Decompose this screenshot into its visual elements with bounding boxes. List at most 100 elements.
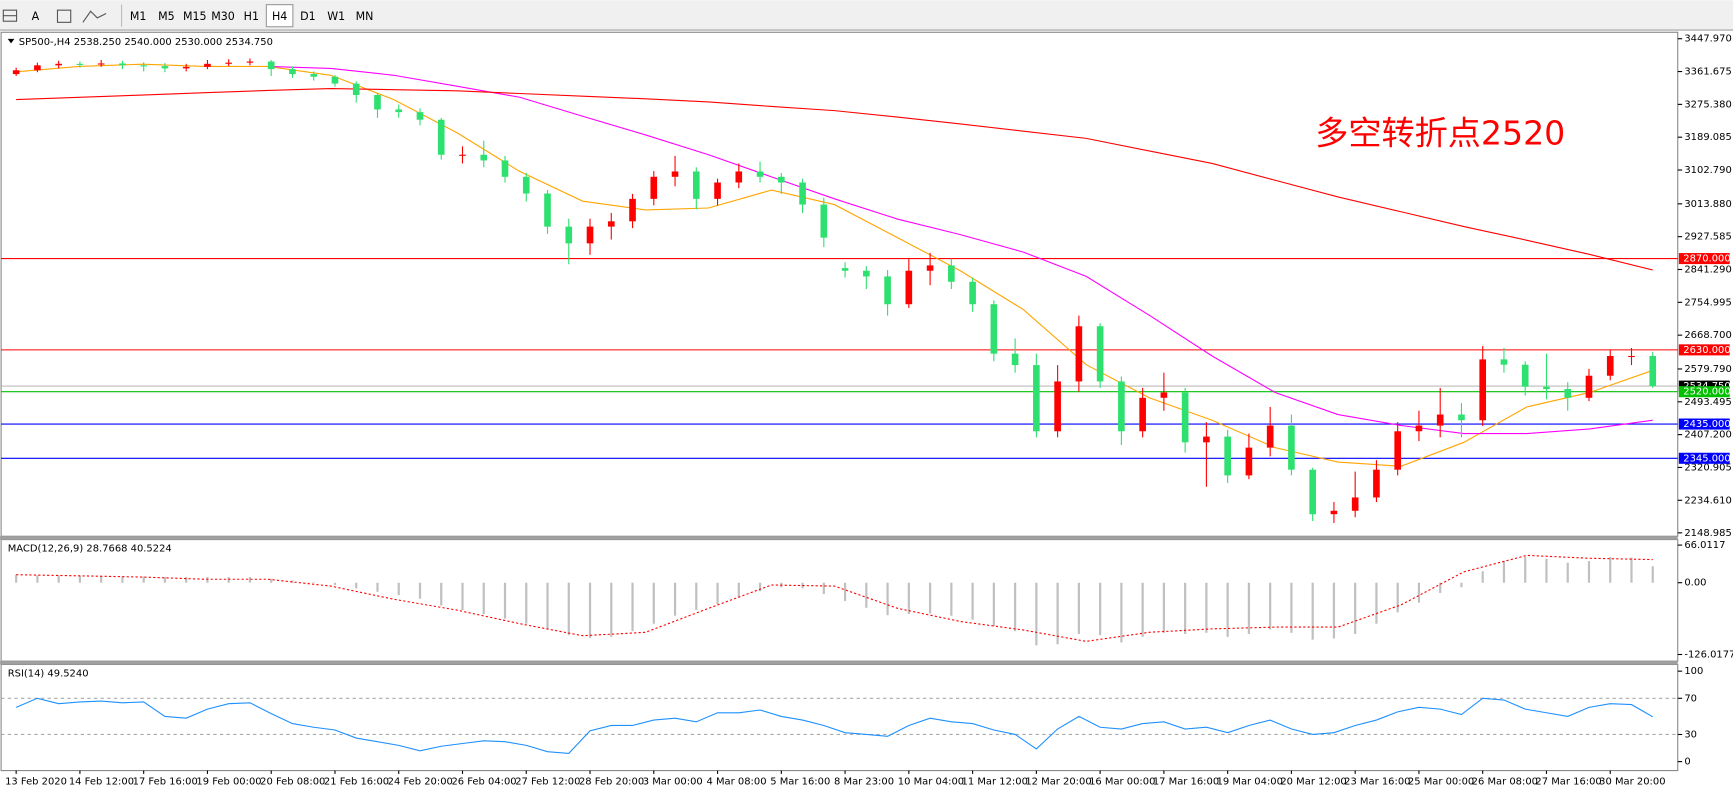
macd-bar: [695, 582, 698, 611]
macd-bar: [142, 576, 145, 583]
level-label-box: [1678, 344, 1730, 356]
timeframe-button[interactable]: H1: [244, 10, 259, 23]
macd-bar: [928, 582, 932, 614]
candle-body: [437, 119, 445, 155]
candle-body: [1139, 397, 1146, 432]
pane-triangle: [7, 38, 15, 44]
candle-body: [1075, 326, 1083, 382]
timeframe-button[interactable]: H4: [272, 10, 287, 23]
candle-body: [1309, 469, 1316, 515]
main-pane: [0, 31, 1679, 537]
macd-bar: [312, 582, 315, 583]
icon-text: [56, 9, 72, 23]
macd-bar: [1417, 582, 1421, 603]
candle-body: [1564, 389, 1572, 398]
toolbar-button[interactable]: A: [32, 10, 40, 23]
candle-body: [1436, 414, 1444, 426]
candle-body: [1224, 436, 1231, 476]
x-tick-label: 8 Mar 23:00: [834, 777, 894, 788]
macd-bar: [185, 577, 188, 583]
macd-bar: [1651, 566, 1654, 583]
x-tick-label: 20 Feb 08:00: [260, 777, 325, 788]
candle-body: [799, 182, 806, 205]
y-tick-label: 66.0117: [1684, 540, 1725, 551]
candle-body: [629, 198, 636, 222]
candle-body: [1415, 425, 1423, 432]
candle-body: [863, 270, 870, 277]
macd-bar: [1332, 582, 1336, 639]
pane-title: RSI(14) 49.5240: [8, 668, 89, 679]
macd-bar: [503, 582, 507, 619]
macd-bar: [227, 577, 230, 583]
timeframe-button[interactable]: MN: [356, 10, 374, 23]
candle-body: [841, 268, 849, 271]
candle-body: [1521, 364, 1529, 387]
candle-body: [1543, 386, 1550, 390]
timeframe-button[interactable]: D1: [300, 10, 316, 23]
y-tick-label: 2841.290: [1684, 264, 1731, 275]
timeframe-button[interactable]: M15: [183, 10, 207, 23]
macd-bar: [673, 582, 677, 616]
macd-bar: [1162, 582, 1165, 633]
macd-bar: [1247, 582, 1251, 634]
macd-bar: [461, 582, 464, 611]
x-tick-label: 20 Mar 12:00: [1280, 777, 1346, 788]
timeframe-button[interactable]: W1: [327, 10, 345, 23]
x-tick-label: 12 Mar 20:00: [1025, 777, 1091, 788]
timeframe-button[interactable]: M30: [211, 10, 235, 23]
timeframe-button[interactable]: M1: [130, 10, 147, 23]
x-tick-label: 30 Mar 20:00: [1599, 777, 1665, 788]
macd-bar: [1311, 582, 1314, 640]
candle-body: [225, 62, 233, 64]
timeframe-selected[interactable]: [265, 4, 294, 28]
x-tick-label: 21 Feb 16:00: [324, 777, 389, 788]
macd-bar: [1120, 582, 1123, 643]
pane-title: SP500-,H4 2538.250 2540.000 2530.000 253…: [19, 37, 273, 48]
x-tick-label: 16 Mar 00:00: [1089, 777, 1155, 788]
level-label: 2520.000: [1683, 387, 1730, 398]
candle-body: [948, 265, 955, 282]
candle-body: [1288, 425, 1295, 470]
candle-body: [607, 221, 615, 227]
candle-body: [692, 171, 700, 199]
macd-bar: [1524, 557, 1527, 583]
candle-body: [1203, 436, 1210, 443]
level-label: 2435.000: [1683, 419, 1730, 430]
macd-bar: [1460, 582, 1463, 588]
y-tick-label: 0.00: [1684, 578, 1706, 589]
candle-body: [1330, 510, 1338, 515]
y-tick-label: 2927.585: [1684, 232, 1731, 243]
macd-bar: [971, 582, 974, 620]
candle-body: [501, 160, 509, 177]
rsi-pane: [0, 663, 1679, 772]
candle-body: [1096, 326, 1104, 382]
level-label-box: [1678, 418, 1730, 430]
x-tick-label: 11 Mar 12:00: [962, 777, 1028, 788]
x-tick-label: 10 Mar 04:00: [898, 777, 964, 788]
macd-bar: [333, 582, 337, 585]
macd-bar: [1077, 582, 1080, 634]
macd-bar: [907, 582, 910, 615]
macd-bar: [1439, 582, 1442, 593]
macd-bar: [886, 582, 889, 616]
timeframe-button[interactable]: M5: [158, 10, 175, 23]
x-tick-label: 26 Feb 04:00: [451, 777, 516, 788]
candle-body: [97, 63, 105, 65]
candle-body: [1160, 392, 1168, 398]
candle-body: [1500, 359, 1508, 365]
macd-bar: [121, 576, 124, 583]
pane-splitter: [0, 536, 1678, 540]
candle-body: [267, 61, 275, 70]
y-tick-label: 30: [1684, 729, 1697, 740]
candle-body: [119, 63, 126, 66]
pane-splitter: [0, 661, 1678, 665]
y-tick-label: 3013.880: [1684, 199, 1731, 210]
macd-bar: [1375, 582, 1378, 624]
candle-body: [926, 265, 934, 271]
x-tick-label: 24 Feb 20:00: [388, 777, 453, 788]
x-tick-label: 27 Feb 12:00: [515, 777, 580, 788]
candle-body: [1585, 375, 1593, 398]
macd-bar: [482, 582, 485, 615]
